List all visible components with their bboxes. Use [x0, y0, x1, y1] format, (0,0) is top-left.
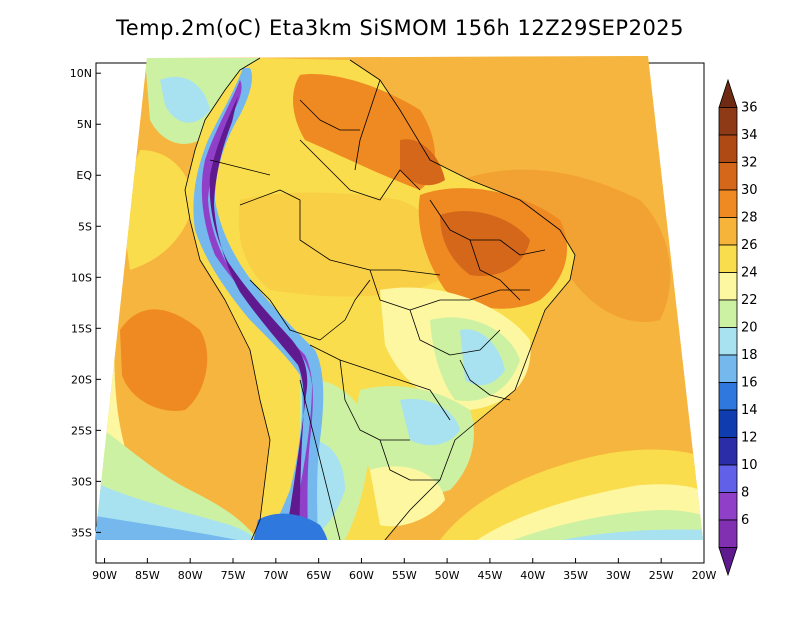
lon-label: 30W [606, 569, 631, 582]
lat-label: 15S [71, 322, 92, 335]
colorbar-swatch [718, 382, 738, 411]
colorbar-swatch [718, 107, 738, 136]
lat-label: 10N [70, 67, 92, 80]
colorbar-label: 32 [741, 156, 758, 171]
pacific-warm-patch [120, 309, 208, 411]
colorbar-swatch [718, 327, 738, 356]
colorbar-swatch [718, 437, 738, 466]
country-borders [184, 57, 576, 540]
colorbar-swatch [718, 409, 738, 438]
lon-label: 90W [92, 569, 117, 582]
colorbar-label: 20 [741, 321, 758, 336]
temperature-field [95, 56, 703, 540]
lon-label: 60W [349, 569, 374, 582]
colorbar-swatch [718, 272, 738, 301]
colorbar-label: 30 [741, 183, 758, 198]
lon-label: 35W [563, 569, 588, 582]
lon-label: 45W [477, 569, 502, 582]
lat-label: 25S [71, 424, 92, 437]
colorbar-label: 28 [741, 211, 758, 226]
longitude-labels: 90W 85W 80W 75W 70W 65W 60W 55W 50W 45W 40W 35W 30W 2… [92, 558, 717, 582]
lat-label: 35S [71, 526, 92, 539]
lon-label: 70W [263, 569, 288, 582]
lon-label: 80W [178, 569, 203, 582]
lon-label: 65W [306, 569, 331, 582]
lat-label: 20S [71, 373, 92, 386]
colorbar-swatch [718, 189, 738, 218]
lat-label: 5S [78, 220, 92, 233]
lon-label: 25W [649, 569, 674, 582]
colorbar-label: 8 [741, 486, 749, 501]
colorbar-label: 12 [741, 431, 758, 446]
lat-label: 30S [71, 475, 92, 488]
colorbar-label: 26 [741, 238, 758, 253]
map-title: Temp.2m(oC) Eta3km SiSMOM 156h 12Z29SEP2… [115, 16, 685, 40]
colorbar-arrow-top [718, 78, 738, 108]
colorbar-label: 34 [741, 128, 758, 143]
lon-label: 40W [520, 569, 545, 582]
colorbar-label: 16 [741, 376, 758, 391]
colorbar-swatch [718, 519, 738, 548]
colorbar-swatch [718, 299, 738, 328]
colorbar: 36 34 32 30 28 26 24 22 20 18 16 14 12 10 8 6 [718, 78, 758, 577]
lon-label: 85W [135, 569, 160, 582]
colorbar-label: 36 [741, 101, 758, 116]
lat-label: 5N [77, 118, 92, 131]
colorbar-swatch [718, 162, 738, 191]
colorbar-swatch [718, 354, 738, 383]
colorbar-label: 14 [741, 403, 758, 418]
colorbar-arrow-bottom [718, 547, 738, 577]
latitude-labels: 10N 5N EQ 5S 10S 15S 20S 25S 30S 35S [70, 67, 101, 539]
lat-label: 10S [71, 271, 92, 284]
colorbar-swatch [718, 244, 738, 273]
lon-label: 75W [221, 569, 246, 582]
colorbar-label: 6 [741, 513, 749, 528]
colorbar-swatch [718, 492, 738, 521]
lon-label: 50W [435, 569, 460, 582]
lat-label: EQ [76, 169, 92, 182]
south-america [185, 58, 575, 540]
colorbar-swatch [718, 134, 738, 163]
lon-label: 55W [392, 569, 417, 582]
colorbar-label: 22 [741, 293, 758, 308]
colorbar-label: 24 [741, 266, 758, 281]
colorbar-label: 10 [741, 458, 758, 473]
colorbar-swatch [718, 217, 738, 246]
lon-label: 20W [692, 569, 717, 582]
colorbar-label: 18 [741, 348, 758, 363]
colorbar-swatch [718, 464, 738, 493]
